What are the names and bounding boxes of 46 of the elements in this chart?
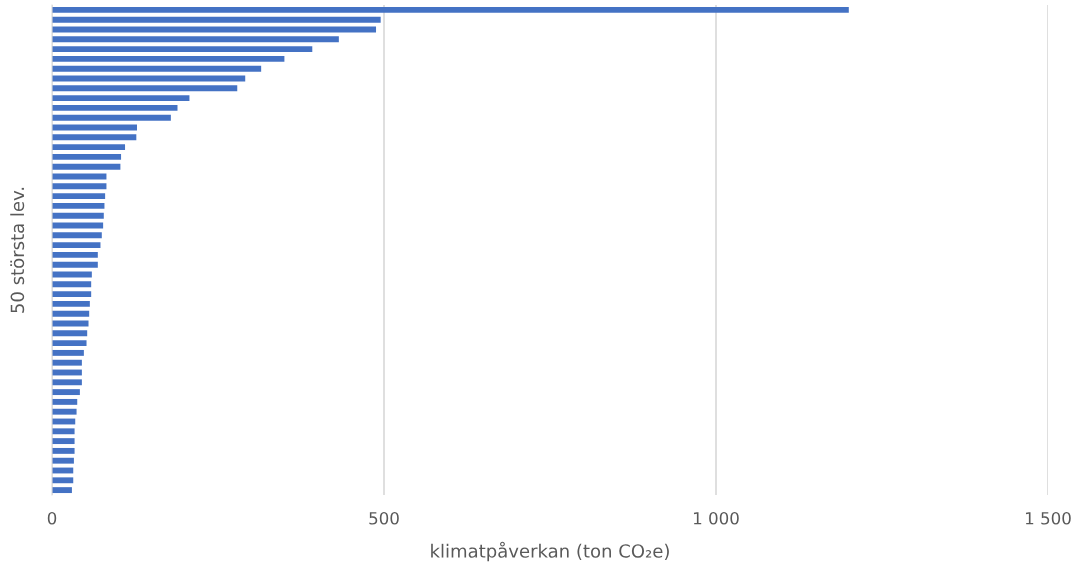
bar [52,163,121,170]
x-tick-label: 1 000 [693,511,739,525]
bar [52,340,87,347]
bar [52,477,74,484]
bar [52,428,75,435]
bar [52,144,126,151]
x-tick-label: 1 500 [1025,511,1071,525]
bar [52,330,88,337]
bar [52,300,90,307]
bar [52,232,102,239]
bar [52,193,106,200]
bar [52,349,84,356]
x-tick-label: 0 [47,511,57,525]
bar [52,487,72,494]
bar [52,104,178,111]
x-axis-title: klimatpåverkan (ton CO₂e) [431,541,669,562]
bar [52,183,107,190]
bar [52,55,285,62]
bar [52,153,122,160]
bar [52,379,82,386]
bar [52,281,92,288]
bar [52,261,98,268]
y-axis-title: 50 största lev. [10,187,25,313]
bar [52,408,77,415]
bar [52,16,381,23]
bar [52,291,92,298]
bar [52,310,90,317]
bar [52,46,313,53]
bar [52,359,82,366]
bar [52,398,78,405]
bar [52,6,849,13]
bar [52,36,339,43]
x-tick-label: 500 [369,511,399,525]
bar [52,242,101,249]
bar [52,438,75,445]
bar [52,65,262,72]
bar [52,202,105,209]
bar [52,447,75,454]
bar [52,85,238,92]
bar [52,95,190,102]
bar [52,134,137,141]
bar [52,389,80,396]
bar [52,251,98,258]
bar [52,457,74,464]
bar [52,114,171,121]
bar [52,212,104,219]
